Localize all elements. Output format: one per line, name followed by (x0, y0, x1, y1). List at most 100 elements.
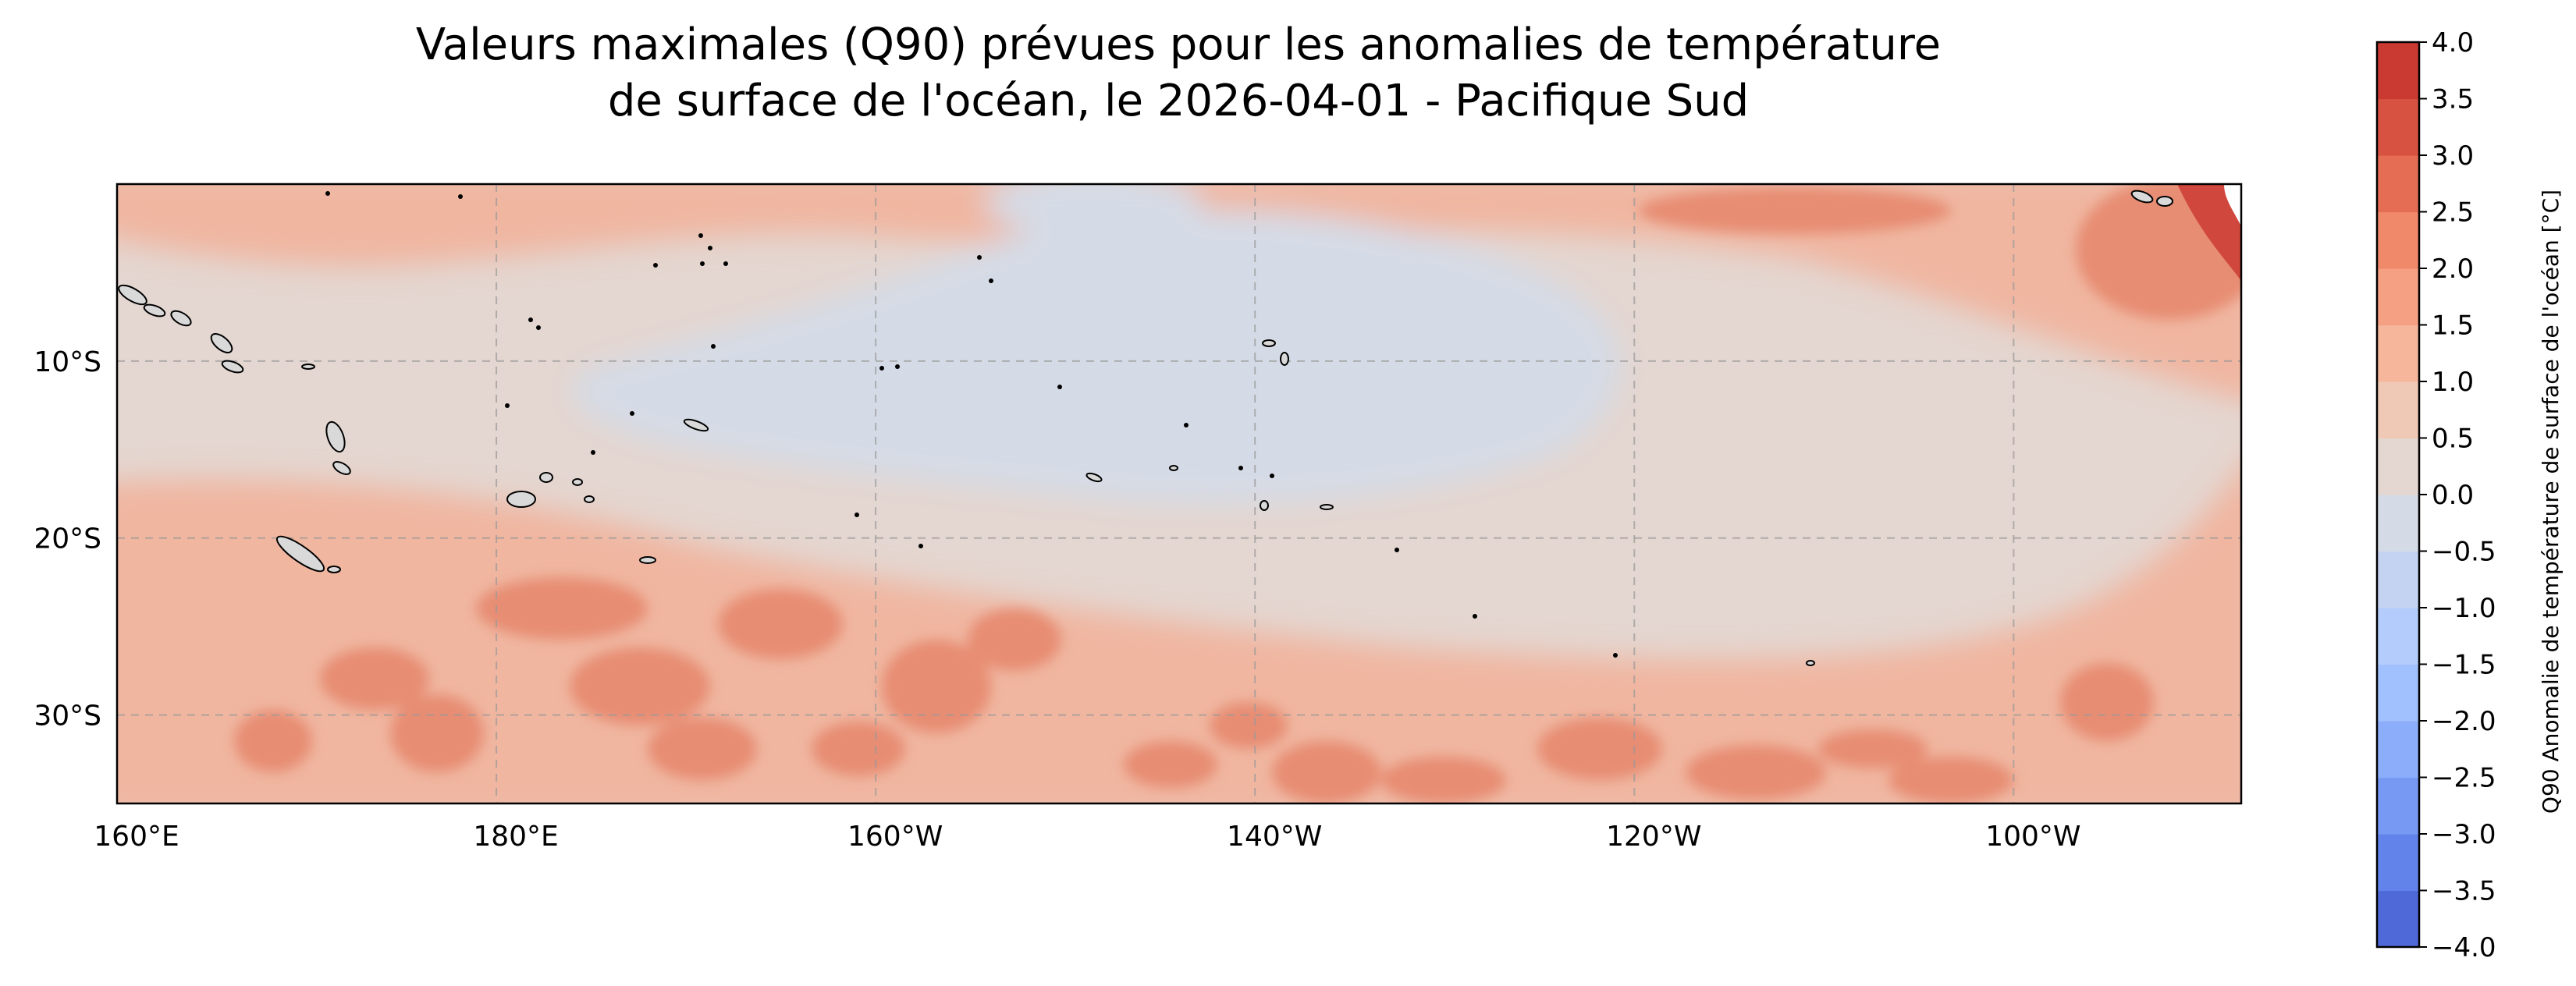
island-outline (301, 364, 315, 370)
island-dot (879, 366, 884, 371)
island-outline (2130, 190, 2154, 204)
island-dot (1270, 473, 1274, 478)
warm-eddy (320, 647, 429, 710)
colorbar-tick-label: 1.5 (2432, 310, 2474, 342)
warm-eddy (1639, 187, 1951, 234)
map-frame (115, 183, 2243, 805)
island-dot (711, 344, 716, 349)
colorbar-segment (2377, 438, 2419, 495)
latitude-tick-label: 20°S (34, 523, 101, 555)
colorbar-tick-label: −2.5 (2432, 763, 2496, 794)
warm-eddy (1381, 757, 1506, 803)
colorbar-segment (2377, 664, 2419, 722)
colorbar-tick-label: −1.5 (2432, 650, 2496, 681)
colorbar-tick-label: −4.0 (2432, 932, 2496, 963)
island-outline (1280, 352, 1289, 366)
chart-title-line-2: de surface de l'océan, le 2026-04-01 - P… (607, 76, 1750, 126)
island-dot (325, 191, 330, 196)
latitude-tick-label: 10°S (34, 346, 101, 378)
warm-eddy (648, 718, 757, 780)
island-dot (1473, 614, 1477, 619)
island-dot (536, 325, 541, 330)
longitude-tick-label: 120°W (1606, 821, 1701, 853)
warm-eddy (1210, 702, 1288, 749)
warm-eddy (812, 722, 905, 776)
colorbar-tick-label: 0.0 (2432, 480, 2474, 511)
island-outline (1085, 472, 1103, 483)
island-dot (1395, 548, 1399, 552)
island-dot (630, 411, 634, 416)
island-dot (1238, 466, 1243, 470)
warm-eddy (968, 608, 1061, 671)
longitude-ticks: 160°E 180°E 160°W 140°W 120°W 100°W (94, 821, 2080, 853)
longitude-tick-label: 100°W (1985, 821, 2080, 853)
island-outline (210, 333, 233, 353)
colorbar-segment (2377, 551, 2419, 608)
island-outline (572, 478, 583, 486)
cool-tongue (571, 210, 1622, 505)
colorbar-tick-label: 0.5 (2432, 424, 2474, 455)
longitude-tick-label: 160°W (847, 821, 943, 853)
warm-eddy (718, 589, 843, 659)
island-outline (506, 491, 536, 508)
colorbar-tick-label: −1.0 (2432, 593, 2496, 624)
colorbar-segment (2377, 381, 2419, 439)
island-dot (653, 263, 658, 268)
warm-eddy (390, 694, 484, 772)
island-outline (118, 284, 147, 306)
island-outline (639, 556, 656, 564)
colorbar-segment (2377, 325, 2419, 382)
island-outline (327, 566, 341, 573)
island-outline (143, 303, 166, 317)
island-outline (539, 472, 553, 483)
colorbar-tick-label: 2.0 (2432, 254, 2474, 285)
chart-title: Valeurs maximales (Q90) prévues pour les… (117, 17, 2240, 129)
warm-eddies (234, 184, 2241, 803)
longitude-tick-label: 180°E (473, 821, 558, 853)
colorbar-segment (2377, 608, 2419, 665)
colorbar: −4.0 −3.5 −3.0 −2.5 −2.0 −1.5 −1.0 −0.5 0.0 0.5 1.… (2375, 27, 2496, 963)
warm-eddy (570, 647, 710, 725)
colorbar-label: Q90 Anomalie de température de surface d… (2538, 190, 2564, 814)
coastal-maximum (2177, 184, 2241, 281)
island-dot (698, 233, 703, 238)
colorbar-tick-label: −2.0 (2432, 706, 2496, 737)
island-dot (1057, 385, 1062, 389)
island-dot (591, 450, 595, 455)
gridlines (117, 184, 2241, 803)
colorbar-tick-label: −0.5 (2432, 537, 2496, 568)
colorbar-segment (2377, 890, 2419, 948)
island-dot (723, 261, 728, 266)
colorbar-segment (2377, 268, 2419, 326)
islands (118, 190, 2173, 666)
warm-eddy (476, 577, 648, 640)
colorbar-segment (2377, 211, 2419, 269)
island-dot (708, 246, 712, 250)
longitude-tick-label: 140°W (1227, 821, 1322, 853)
island-dot (918, 544, 923, 548)
colorbar-tick-label: 2.5 (2432, 197, 2474, 229)
island-outline (683, 418, 709, 432)
warm-eddy (1686, 745, 1826, 800)
colorbar-tick-label: 3.5 (2432, 84, 2474, 115)
island-outline (332, 461, 351, 475)
island-dot (989, 278, 993, 283)
warm-eddy (1272, 741, 1381, 803)
colorbar-tick-label: 4.0 (2432, 27, 2474, 59)
colorbar-segment (2377, 155, 2419, 213)
island-outline (170, 310, 192, 327)
latitude-ticks: 10°S 20°S 30°S (34, 346, 101, 732)
island-outline (1262, 339, 1276, 347)
colorbar-segment (2377, 721, 2419, 779)
colorbar-segment (2377, 834, 2419, 892)
cool-patch (983, 184, 1202, 234)
warm-eddy (234, 710, 312, 772)
island-dot (505, 403, 510, 408)
island-outline (325, 420, 346, 453)
colorbar-tick-label: −3.5 (2432, 876, 2496, 907)
island-dot (528, 317, 533, 322)
island-dot (977, 255, 982, 260)
colorbar-tick-label: 3.0 (2432, 140, 2474, 172)
island-outline (1169, 465, 1178, 471)
